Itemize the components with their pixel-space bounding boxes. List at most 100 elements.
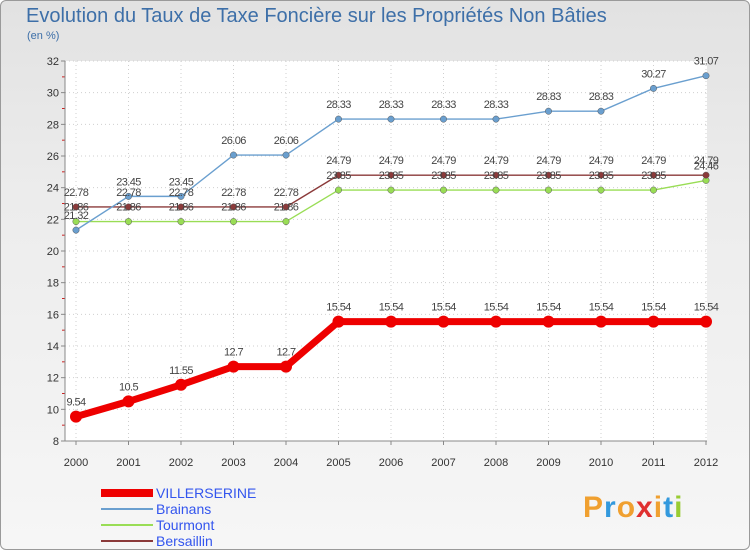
y-tick-label: 14 (47, 341, 59, 353)
data-label-villerserine: 10.5 (119, 381, 138, 393)
data-label-tourmont: 23.85 (379, 170, 404, 182)
legend-label-bersaillin: Bersaillin (156, 533, 213, 549)
data-point-bersaillin (440, 171, 447, 179)
data-point-villerserine (437, 315, 450, 328)
data-label-bersaillin: 24.79 (326, 155, 351, 167)
data-label-tourmont: 23.85 (431, 170, 456, 182)
y-tick-label: 10 (47, 404, 59, 416)
data-point-brainans (387, 115, 395, 123)
data-label-bersaillin: 22.78 (274, 187, 299, 199)
x-tick-label: 2012 (694, 457, 718, 469)
x-tick-label: 2011 (642, 457, 666, 469)
data-point-tourmont (597, 186, 605, 194)
data-point-tourmont (282, 218, 290, 226)
proxiti-letter: t (663, 491, 674, 524)
data-label-bersaillin: 24.79 (431, 155, 456, 167)
data-label-villerserine: 12.7 (224, 347, 243, 359)
y-tick-label: 24 (47, 183, 59, 195)
unit-label: (en %) (27, 30, 60, 42)
data-point-villerserine (70, 410, 82, 423)
y-tick-label: 12 (47, 373, 59, 385)
data-label-villerserine: 15.54 (484, 302, 509, 314)
data-label-brainans: 26.06 (274, 135, 299, 147)
data-label-bersaillin: 24.79 (379, 155, 404, 167)
data-point-tourmont (440, 186, 447, 194)
x-tick-label: 2003 (221, 457, 245, 469)
data-label-brainans: 28.83 (536, 91, 561, 103)
data-label-tourmont: 21.86 (221, 202, 246, 214)
data-point-bersaillin (72, 203, 80, 211)
data-point-brainans (650, 84, 657, 92)
y-tick-label: 18 (47, 278, 59, 290)
data-point-bersaillin (545, 171, 552, 179)
x-tick-label: 2010 (589, 457, 613, 469)
data-label-brainans: 30.27 (641, 68, 666, 80)
data-point-tourmont (125, 218, 132, 226)
data-label-brainans: 31.07 (694, 56, 719, 68)
data-point-villerserine (647, 315, 660, 328)
data-label-tourmont: 23.85 (641, 170, 666, 182)
proxiti-letter: o (617, 491, 636, 524)
data-point-brainans (440, 115, 447, 123)
data-point-bersaillin (230, 203, 237, 211)
legend-label-villerserine: VILLERSERINE (156, 485, 256, 501)
data-point-villerserine (227, 360, 240, 373)
data-point-bersaillin (492, 171, 500, 179)
data-label-tourmont: 21.86 (274, 202, 299, 214)
plot-area (65, 61, 707, 441)
data-label-brainans: 23.45 (116, 176, 141, 188)
data-label-villerserine: 15.54 (589, 302, 614, 314)
data-label-brainans: 23.45 (169, 176, 194, 188)
data-label-tourmont: 24.46 (694, 160, 719, 172)
data-point-tourmont (177, 218, 185, 226)
proxiti-letter: x (636, 491, 654, 524)
data-point-brainans (545, 107, 552, 115)
x-tick-label: 2002 (169, 457, 193, 469)
data-label-villerserine: 15.54 (694, 302, 719, 314)
y-tick-label: 20 (47, 246, 59, 258)
data-label-villerserine: 15.54 (641, 302, 666, 314)
data-point-brainans (702, 72, 710, 80)
data-point-bersaillin (702, 171, 710, 179)
x-tick-label: 2008 (484, 457, 508, 469)
data-label-villerserine: 12.7 (276, 347, 295, 359)
x-tick-label: 2009 (536, 457, 560, 469)
data-label-bersaillin: 24.79 (589, 155, 614, 167)
data-point-brainans (125, 192, 132, 200)
y-tick-label: 16 (47, 309, 59, 321)
data-label-tourmont: 21.86 (64, 202, 89, 214)
data-point-tourmont (335, 186, 342, 194)
data-point-bersaillin (650, 171, 657, 179)
data-point-bersaillin (282, 203, 290, 211)
data-label-brainans: 28.33 (326, 99, 351, 111)
data-point-bersaillin (335, 171, 342, 179)
y-tick-label: 30 (47, 88, 59, 100)
data-point-villerserine (700, 315, 712, 328)
y-tick-label: 28 (47, 119, 59, 131)
data-point-bersaillin (125, 203, 132, 211)
data-label-brainans: 28.33 (431, 99, 456, 111)
data-point-bersaillin (597, 171, 605, 179)
data-label-tourmont: 21.86 (116, 202, 141, 214)
data-label-villerserine: 15.54 (326, 302, 351, 314)
data-point-bersaillin (177, 203, 185, 211)
data-point-tourmont (72, 218, 80, 226)
chart-title: Evolution du Taux de Taxe Foncière sur l… (26, 5, 607, 27)
data-label-bersaillin: 24.79 (536, 155, 561, 167)
data-label-bersaillin: 24.79 (484, 155, 509, 167)
data-label-tourmont: 23.85 (484, 170, 509, 182)
x-tick-label: 2005 (326, 457, 350, 469)
data-label-bersaillin: 22.78 (169, 187, 194, 199)
data-label-tourmont: 21.86 (169, 202, 194, 214)
data-point-bersaillin (387, 171, 395, 179)
proxiti-letter: i (654, 491, 663, 524)
x-tick-label: 2004 (274, 457, 298, 469)
data-label-tourmont: 23.85 (326, 170, 351, 182)
data-label-villerserine: 15.54 (536, 302, 561, 314)
data-label-brainans: 28.33 (484, 99, 509, 111)
data-point-villerserine (385, 315, 397, 328)
data-label-villerserine: 15.54 (431, 302, 456, 314)
data-point-villerserine (122, 395, 135, 408)
